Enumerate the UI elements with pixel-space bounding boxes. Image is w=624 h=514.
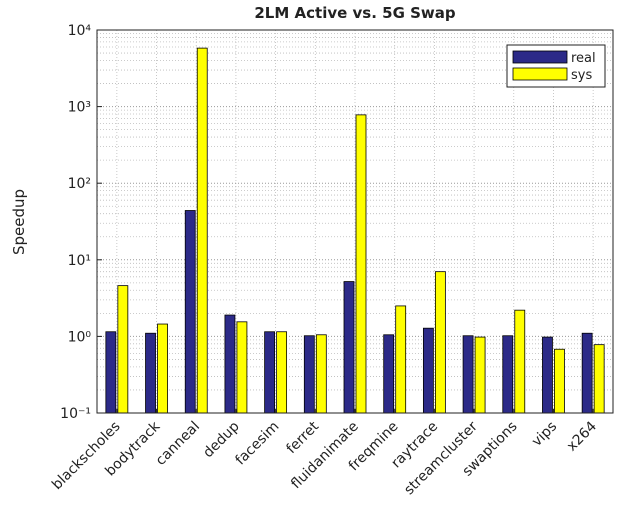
x-tick-label: vips (529, 419, 560, 450)
bar (315, 334, 327, 414)
x-tick-label: x264 (564, 418, 600, 454)
bar (184, 210, 196, 414)
bar (542, 336, 553, 414)
bar (224, 314, 236, 414)
bar (343, 281, 355, 414)
legend-label: sys (571, 68, 592, 83)
y-tick-label: 10¹ (68, 253, 91, 269)
bar (303, 335, 315, 414)
bar (276, 331, 288, 414)
y-axis-label: Speedup (10, 189, 28, 255)
bar (264, 331, 276, 414)
legend-swatch (512, 50, 568, 64)
bar (105, 331, 117, 414)
y-tick-label: 10⁻¹ (60, 406, 91, 422)
bar (383, 334, 395, 414)
x-tick-label: canneal (153, 419, 203, 469)
bar (462, 335, 474, 414)
plot-frame (96, 29, 614, 414)
bar (395, 305, 407, 414)
chart-title: 2LM Active vs. 5G Swap (254, 4, 456, 22)
bar (145, 332, 156, 414)
y-tick-label: 10⁰ (68, 329, 92, 345)
y-tick-label: 10² (68, 176, 91, 192)
bar (355, 114, 367, 414)
bar (502, 335, 514, 414)
legend-swatch (512, 67, 568, 81)
bar (236, 321, 248, 414)
bar (157, 323, 168, 414)
bar (117, 285, 129, 414)
bar (514, 309, 526, 414)
bar (593, 344, 605, 414)
bar (581, 332, 593, 414)
x-tick-label: blackscholes (49, 419, 124, 494)
y-tick-label: 10³ (68, 100, 91, 116)
bar (196, 47, 208, 414)
bar (434, 271, 446, 414)
y-tick-label: 10⁴ (68, 23, 92, 39)
bar (554, 348, 565, 414)
bar (422, 327, 434, 414)
x-tick-label: facesim (232, 419, 282, 469)
bar (474, 336, 486, 414)
legend-label: real (571, 51, 596, 66)
